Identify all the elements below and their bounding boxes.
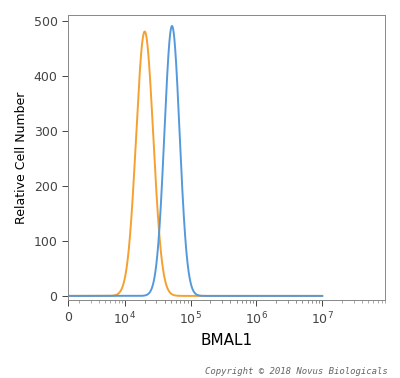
X-axis label: BMAL1: BMAL1 (200, 333, 252, 348)
Text: Copyright © 2018 Novus Biologicals: Copyright © 2018 Novus Biologicals (205, 367, 388, 376)
Y-axis label: Relative Cell Number: Relative Cell Number (15, 91, 28, 224)
